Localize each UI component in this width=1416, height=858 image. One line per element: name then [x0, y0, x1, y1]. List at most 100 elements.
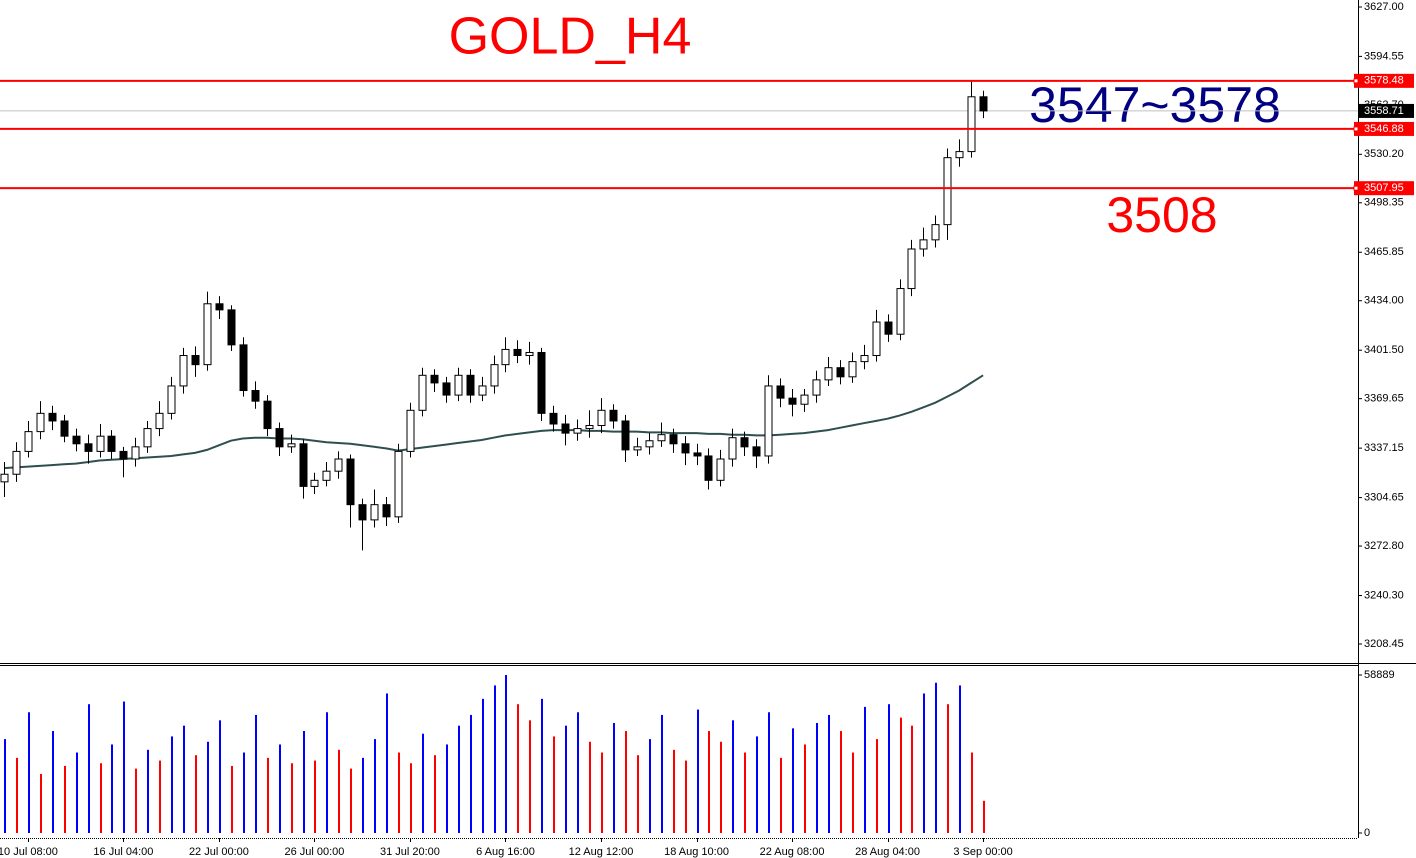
- candle-body: [430, 374, 439, 384]
- volume-bar: [852, 752, 854, 833]
- level-label-box: [1354, 181, 1414, 196]
- y-tick-label: 3240.30: [1364, 589, 1404, 601]
- candle-body: [155, 412, 164, 430]
- chart-title: GOLD_H4: [449, 8, 692, 66]
- candle-body: [322, 470, 331, 481]
- y-tick-label: 3530.20: [1364, 148, 1404, 160]
- candle-body: [704, 455, 713, 481]
- candle-body: [669, 434, 678, 445]
- level-label: 3546.88: [1364, 123, 1404, 135]
- candle-body: [0, 473, 9, 483]
- y-tick-label: 3498.35: [1364, 197, 1404, 209]
- candle-body: [84, 443, 93, 452]
- volume-bar: [613, 722, 615, 833]
- volume-bar: [864, 706, 866, 833]
- candle-body: [728, 437, 737, 460]
- candle-body: [693, 452, 702, 457]
- y-tick-label: 0: [1364, 827, 1370, 839]
- current-price-label: 3558.71: [1364, 105, 1404, 117]
- candle-body: [645, 440, 654, 448]
- volume-bar: [697, 709, 699, 833]
- volume-bar: [100, 763, 102, 833]
- volume-bar: [458, 725, 460, 833]
- current-price-box: [1358, 103, 1414, 118]
- volume-bar: [649, 739, 651, 833]
- volume-bar: [494, 685, 496, 833]
- volume-bar: [40, 773, 42, 833]
- volume-bar: [505, 675, 507, 833]
- volume-bar: [195, 755, 197, 833]
- volume-bar: [971, 752, 973, 833]
- volume-bar: [422, 733, 424, 833]
- candle-body: [203, 303, 212, 366]
- volume-bar: [16, 757, 18, 833]
- candle-body: [525, 351, 534, 357]
- candle-body: [800, 394, 809, 405]
- candle-body: [48, 412, 57, 422]
- volume-bar: [529, 720, 531, 833]
- volume-bar: [470, 714, 472, 833]
- volume-bar: [720, 741, 722, 833]
- volume-bar: [482, 698, 484, 833]
- candle-body: [442, 382, 451, 396]
- candle-body: [896, 288, 905, 335]
- candle-body: [239, 344, 248, 392]
- volume-bar: [541, 698, 543, 833]
- candle-body: [72, 435, 81, 445]
- annotation: 3547~3578: [1029, 77, 1281, 133]
- volume-bar: [888, 704, 890, 833]
- y-tick-label: 3594.55: [1364, 50, 1404, 62]
- level-label: 3578.48: [1364, 75, 1404, 87]
- x-tick-label: 31 Jul 20:00: [380, 846, 440, 858]
- candle-body: [406, 409, 415, 452]
- volume-bar: [816, 722, 818, 833]
- x-tick-label: 12 Aug 12:00: [569, 846, 634, 858]
- candle-body: [60, 420, 69, 437]
- candle-body: [36, 412, 45, 433]
- candle-body: [131, 446, 140, 460]
- candle-body: [215, 303, 224, 311]
- volume-bar: [255, 714, 257, 833]
- x-tick-label: 28 Aug 04:00: [855, 846, 920, 858]
- candle-body: [191, 355, 200, 366]
- volume-bar: [625, 731, 627, 833]
- volume-bar: [123, 701, 125, 833]
- candle-body: [478, 385, 487, 396]
- volume-bar: [517, 704, 519, 833]
- volume-bar: [446, 744, 448, 833]
- x-tick-label: 22 Aug 08:00: [760, 846, 825, 858]
- volume-bar: [111, 744, 113, 833]
- volume-bar: [983, 800, 985, 833]
- candle-body: [848, 361, 857, 378]
- candle-body: [143, 428, 152, 448]
- y-tick-label: 3369.65: [1364, 393, 1404, 405]
- volume-bar: [362, 757, 364, 833]
- volume-bar: [685, 760, 687, 833]
- candle-body: [836, 367, 845, 378]
- candle-body: [764, 385, 773, 457]
- candle-body: [501, 348, 510, 366]
- volume-bar: [52, 731, 54, 833]
- candle-body: [621, 420, 630, 451]
- candle-body: [382, 504, 391, 518]
- candle-body: [561, 423, 570, 434]
- y-tick-label: 3304.65: [1364, 491, 1404, 503]
- volume-bar: [876, 739, 878, 833]
- level-label-box: [1354, 121, 1414, 136]
- candle-body: [287, 443, 296, 448]
- candle-body: [919, 239, 928, 250]
- candle-body: [275, 428, 284, 448]
- volume-bar: [147, 749, 149, 833]
- volume-bar: [947, 704, 949, 833]
- candle-body: [227, 309, 236, 346]
- candle-body: [310, 479, 319, 487]
- volume-bar: [744, 752, 746, 833]
- candle-body: [860, 355, 869, 363]
- volume-bar: [243, 752, 245, 833]
- volume-bar: [828, 714, 830, 833]
- y-tick-label: 3465.85: [1364, 246, 1404, 258]
- candle-body: [740, 437, 749, 448]
- volume-bar: [88, 704, 90, 833]
